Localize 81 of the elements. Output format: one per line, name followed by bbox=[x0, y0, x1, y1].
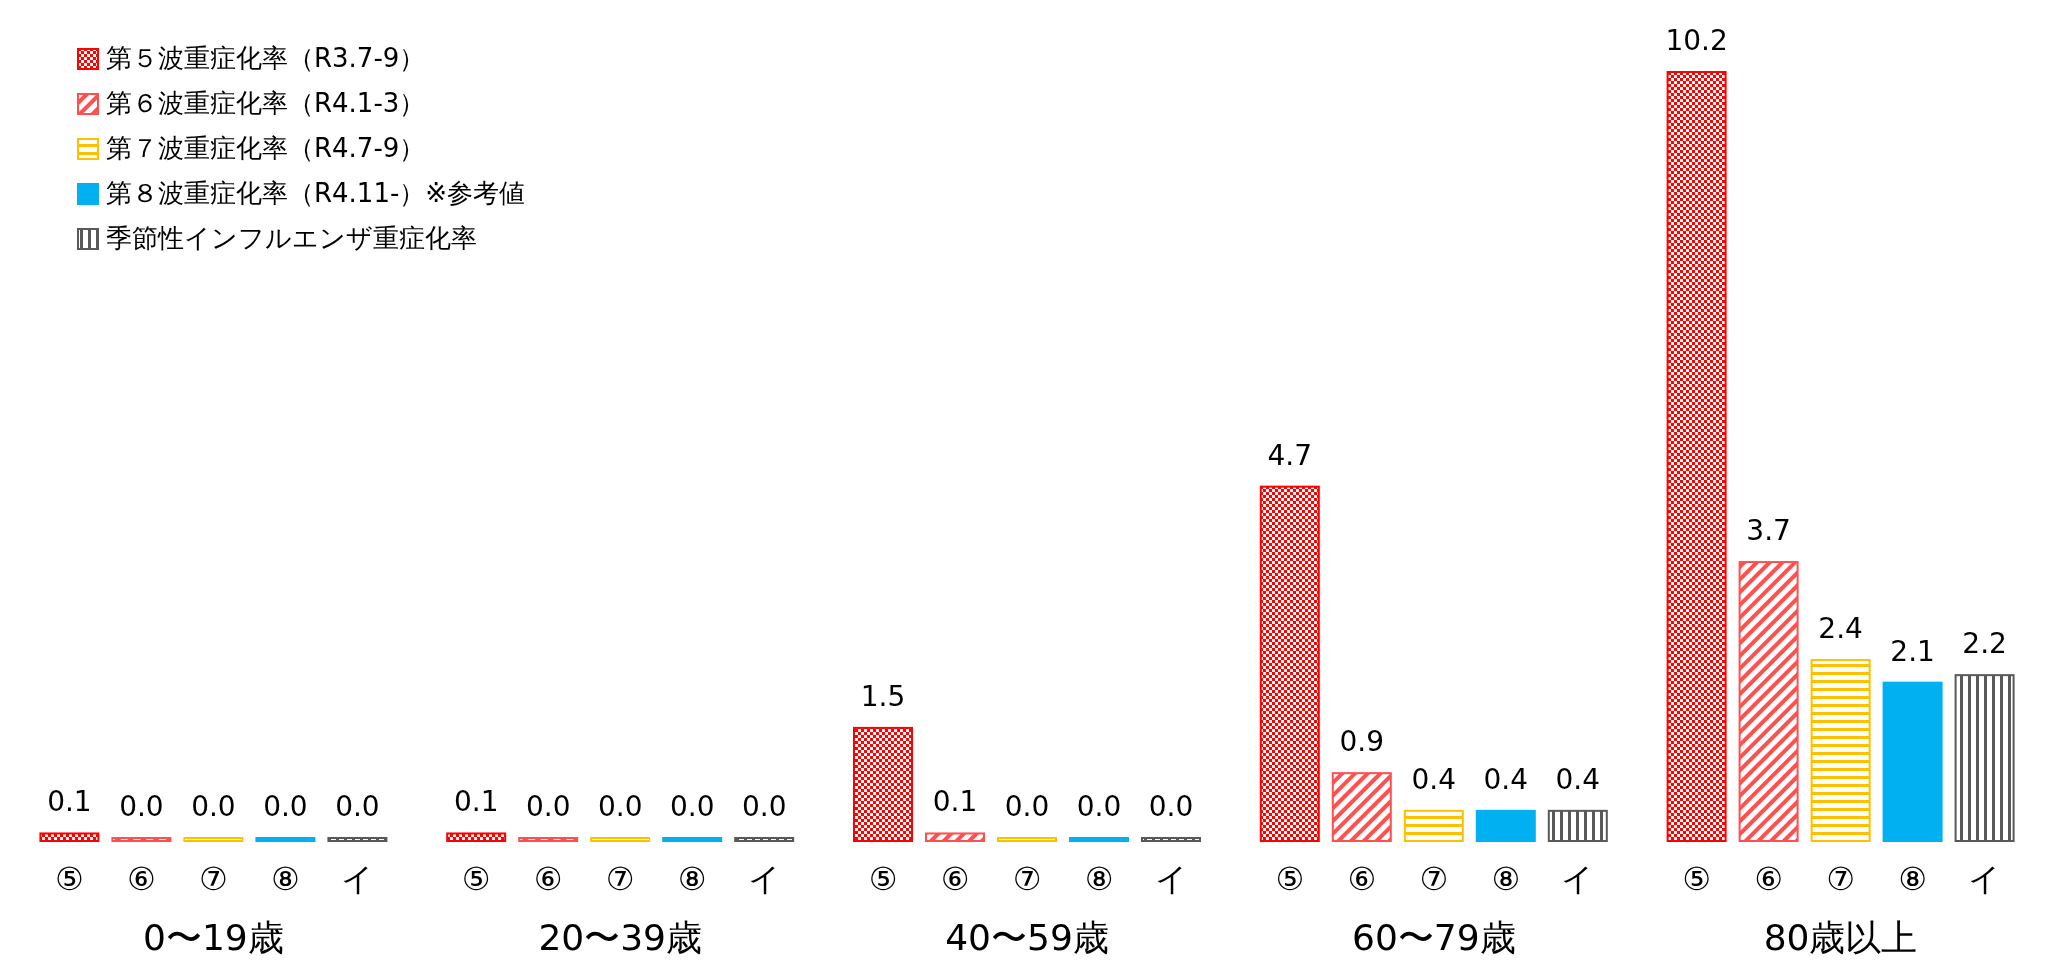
bar bbox=[255, 837, 316, 842]
data-label: 0.0 bbox=[191, 790, 236, 823]
bar bbox=[1259, 485, 1320, 842]
text: ⑤ bbox=[55, 860, 84, 898]
text: ⑧ bbox=[1084, 860, 1114, 898]
text: ⑧ bbox=[271, 860, 300, 898]
x-tick-label: 40〜59歳 bbox=[945, 917, 1109, 958]
data-label: 1.5 bbox=[860, 679, 906, 713]
data-label: 0.4 bbox=[1483, 762, 1529, 796]
x-tick-label: 0〜19歳 bbox=[143, 917, 284, 958]
text: ⑥ bbox=[1347, 860, 1377, 898]
text: ⑤ bbox=[1275, 860, 1305, 898]
text: ⑦ bbox=[199, 860, 228, 898]
data-label: 2.4 bbox=[1818, 612, 1863, 646]
data-label: 0.0 bbox=[1148, 790, 1194, 823]
data-label: 10.2 bbox=[1665, 24, 1728, 57]
data-label: 0.0 bbox=[669, 790, 715, 823]
bar bbox=[1475, 809, 1536, 842]
bar bbox=[1738, 561, 1799, 842]
data-label: 0.9 bbox=[1339, 725, 1385, 759]
text: ⑧ bbox=[677, 860, 707, 898]
bar bbox=[1069, 837, 1129, 842]
text: ⑥ bbox=[127, 860, 156, 898]
data-label: 4.7 bbox=[1267, 438, 1313, 472]
text: ⑤ bbox=[868, 860, 898, 898]
x-tick-label: 80歳以上 bbox=[1763, 917, 1918, 958]
text: イ bbox=[747, 860, 781, 898]
bar bbox=[1547, 809, 1608, 842]
legend-label: 第７波重症化率（R4.7-9） bbox=[106, 133, 426, 163]
bar bbox=[111, 837, 172, 842]
bar bbox=[446, 832, 507, 842]
bar bbox=[1882, 681, 1943, 842]
text: ⑦ bbox=[605, 860, 635, 898]
data-label: 2.1 bbox=[1890, 634, 1935, 668]
bar bbox=[1810, 659, 1871, 842]
legend-label: 第６波重症化率（R4.1-3） bbox=[106, 88, 426, 118]
text: ⑤ bbox=[1682, 860, 1711, 898]
data-label: 0.0 bbox=[1004, 790, 1050, 823]
text: ⑥ bbox=[940, 860, 970, 898]
bar bbox=[925, 832, 985, 842]
data-label: 0.1 bbox=[47, 785, 92, 819]
text: ⑥ bbox=[1754, 860, 1783, 898]
data-label: 0.0 bbox=[597, 790, 643, 823]
data-label: 0.0 bbox=[335, 790, 380, 823]
data-label: 0.1 bbox=[453, 785, 499, 819]
text: ⑥ bbox=[533, 860, 563, 898]
bar bbox=[39, 832, 100, 842]
bar bbox=[853, 726, 913, 842]
legend-label: 第５波重症化率（R3.7-9） bbox=[106, 43, 426, 73]
data-label: 0.0 bbox=[525, 790, 571, 823]
text: イ bbox=[340, 860, 374, 898]
text: イ bbox=[1968, 860, 2002, 898]
text: イ bbox=[1561, 860, 1595, 898]
legend-label: 第８波重症化率（R4.11-）※参考値 bbox=[106, 178, 526, 208]
x-tick-label: 20〜39歳 bbox=[538, 917, 703, 958]
text: イ bbox=[1154, 860, 1188, 898]
bar bbox=[662, 837, 723, 842]
data-label: 2.2 bbox=[1962, 627, 2007, 661]
bar bbox=[1954, 674, 2015, 842]
text: ⑧ bbox=[1491, 860, 1521, 898]
text: ⑧ bbox=[1898, 860, 1927, 898]
x-tick-label: 60〜79歳 bbox=[1351, 917, 1516, 958]
text: ⑦ bbox=[1419, 860, 1449, 898]
text: ⑦ bbox=[1012, 860, 1042, 898]
bar bbox=[518, 837, 579, 842]
bar bbox=[590, 837, 651, 842]
data-label: 0.4 bbox=[1555, 762, 1601, 796]
data-label: 0.0 bbox=[263, 790, 308, 823]
data-label: 0.1 bbox=[932, 785, 978, 819]
text: ⑦ bbox=[1826, 860, 1855, 898]
text: ⑤ bbox=[461, 860, 491, 898]
bar bbox=[183, 837, 244, 842]
bar bbox=[997, 837, 1057, 842]
bar bbox=[1403, 809, 1464, 842]
data-label: 3.7 bbox=[1746, 514, 1791, 548]
data-label: 0.0 bbox=[741, 790, 787, 823]
data-label: 0.4 bbox=[1411, 762, 1457, 796]
legend-label: 季節性インフルエンザ重症化率 bbox=[106, 223, 477, 253]
data-label: 0.0 bbox=[1076, 790, 1122, 823]
bar bbox=[1331, 772, 1392, 842]
data-label: 0.0 bbox=[119, 790, 164, 823]
